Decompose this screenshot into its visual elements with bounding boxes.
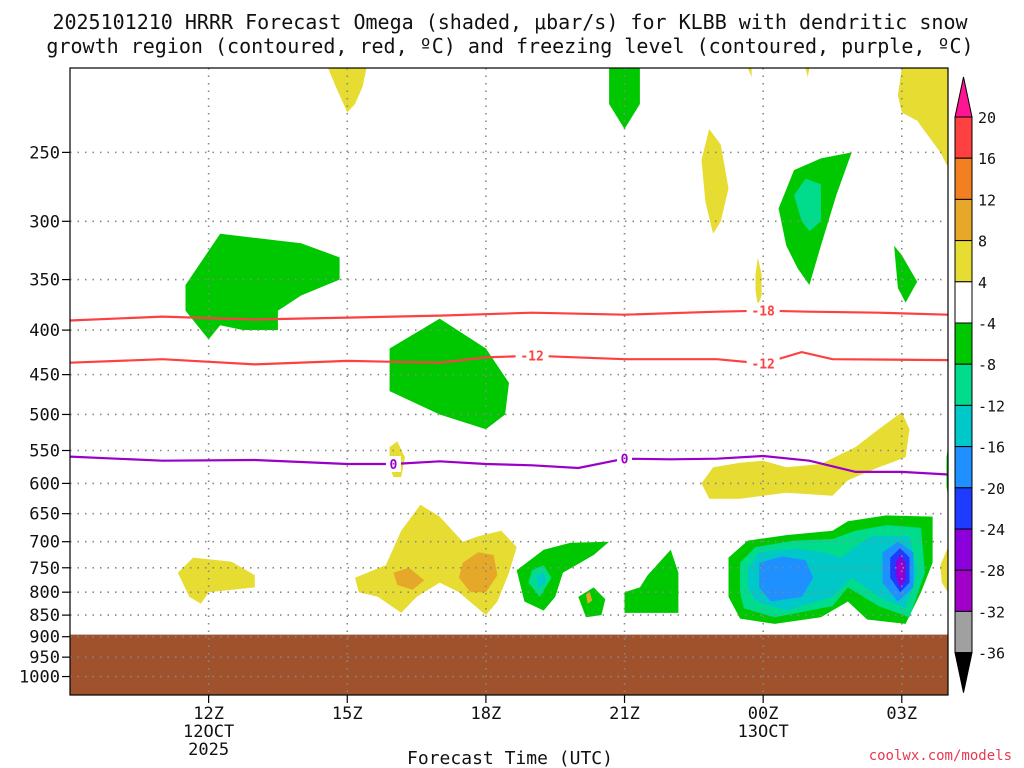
x-tick-label: 03Z — [886, 704, 917, 724]
y-tick-label: 250 — [29, 143, 60, 163]
y-tick-label: 600 — [29, 474, 60, 494]
colorbar-box — [954, 198, 973, 242]
colorbar-box — [954, 569, 973, 612]
contour-label-bg — [385, 456, 401, 473]
colorbar-label: 12 — [978, 191, 996, 209]
plot-area: -18 -12 0 0 -12 250 300 350 400 450 500 550 600 650 70… — [19, 67, 949, 760]
x-tick-label: 15Z — [332, 704, 363, 724]
y-tick-label: 300 — [29, 212, 60, 232]
colorbar-label: -24 — [978, 521, 1005, 539]
omega-area — [586, 592, 593, 604]
colorbar-box — [954, 528, 973, 571]
omega-area — [185, 233, 340, 340]
contour-label: 0 — [390, 458, 398, 473]
colorbar-label: -4 — [978, 315, 996, 333]
x-tick-year: 2025 — [188, 740, 229, 760]
omega-area — [747, 68, 752, 78]
y-tick-label: 1000 — [19, 668, 60, 688]
colorbar-box — [954, 322, 973, 365]
y-tick-label: 550 — [29, 442, 60, 462]
contour-label: -12 — [520, 350, 543, 365]
omega-area — [578, 587, 606, 618]
y-tick-label: 700 — [29, 533, 60, 553]
colorbar-box — [954, 116, 973, 159]
chart-title-line2: growth region (contoured, red, ºC) and f… — [46, 34, 973, 58]
plot-frame — [69, 67, 949, 696]
contour-label-bg — [746, 302, 780, 319]
plot-inner: -18 -12 0 0 -12 — [70, 68, 948, 695]
x-tick-date: 12OCT — [183, 722, 234, 742]
colorbar-label: -28 — [978, 562, 1005, 580]
omega-area — [458, 552, 498, 593]
contour-label-bg — [617, 450, 633, 467]
colorbar-label: -16 — [978, 439, 1005, 457]
y-tick-label: 500 — [29, 405, 60, 425]
contour-label: -12 — [751, 358, 774, 373]
colorbar-box — [954, 404, 973, 448]
colorbar-label: 16 — [978, 150, 996, 168]
colorbar-label: -20 — [978, 480, 1005, 498]
colorbar-label: -12 — [978, 397, 1005, 415]
omega-area — [328, 68, 367, 113]
y-tick-label: 750 — [29, 559, 60, 579]
colorbar-box — [954, 487, 973, 530]
y-tick-label: 650 — [29, 505, 60, 525]
contour-line — [70, 309, 948, 322]
omega-area — [897, 68, 948, 168]
contour-label-bg — [746, 355, 780, 372]
omega-area — [894, 245, 918, 303]
y-tick-label: 900 — [29, 628, 60, 648]
colorbar-label: 4 — [978, 274, 987, 292]
colorbar-label: 8 — [978, 233, 987, 251]
y-tick-label: 350 — [29, 271, 60, 291]
colorbar-label: -36 — [978, 645, 1005, 663]
omega-area — [898, 561, 905, 578]
contour-label-bg — [515, 347, 549, 364]
colorbar-box — [954, 446, 973, 489]
credit-text: coolwx.com/models — [869, 748, 1012, 764]
x-tick-label: 18Z — [471, 704, 502, 724]
y-tick-label: 450 — [29, 366, 60, 386]
y-tick-label: 850 — [29, 606, 60, 626]
y-tick-label: 400 — [29, 321, 60, 341]
omega-area — [759, 556, 814, 602]
colorbar-label: 20 — [978, 109, 996, 127]
colorbar-box — [954, 240, 973, 283]
omega-area — [940, 547, 948, 593]
omega-area — [701, 412, 910, 499]
omega-area — [755, 257, 762, 306]
omega-area — [393, 567, 425, 590]
x-tick-label: 21Z — [609, 704, 640, 724]
colorbar-label: -32 — [978, 603, 1005, 621]
x-tick-date: 13OCT — [738, 722, 789, 742]
y-tick-label: 950 — [29, 648, 60, 668]
x-tick-label: 00Z — [748, 704, 779, 724]
omega-area — [624, 549, 679, 613]
x-axis-label: Forecast Time (UTC) — [407, 748, 613, 768]
omega-area — [389, 318, 509, 430]
colorbar: 20 16 12 8 4 -4 -8 -12 -16 -20 -24 -28 -32 -36 — [954, 76, 1005, 693]
contour-line — [70, 350, 948, 366]
colorbar-box — [954, 281, 973, 324]
colorbar-label: -8 — [978, 356, 996, 374]
surface-terrain — [70, 634, 948, 695]
omega-area — [794, 178, 821, 232]
x-tick-label: 12Z — [193, 704, 224, 724]
colorbar-box — [954, 157, 973, 200]
colorbar-bottom-arrow — [954, 652, 973, 693]
contour-label: -18 — [751, 305, 775, 320]
omega-area — [701, 129, 729, 234]
chart-title-line1: 2025101210 HRRR Forecast Omega (shaded, … — [52, 10, 968, 34]
omega-area — [177, 557, 255, 604]
y-tick-label: 800 — [29, 583, 60, 603]
omega-area — [536, 572, 546, 588]
contour-line — [70, 454, 948, 476]
omega-area — [805, 68, 810, 78]
colorbar-top-arrow — [954, 76, 973, 118]
colorbar-box — [954, 363, 973, 406]
contour-label: 0 — [621, 453, 629, 468]
colorbar-box — [954, 610, 973, 654]
